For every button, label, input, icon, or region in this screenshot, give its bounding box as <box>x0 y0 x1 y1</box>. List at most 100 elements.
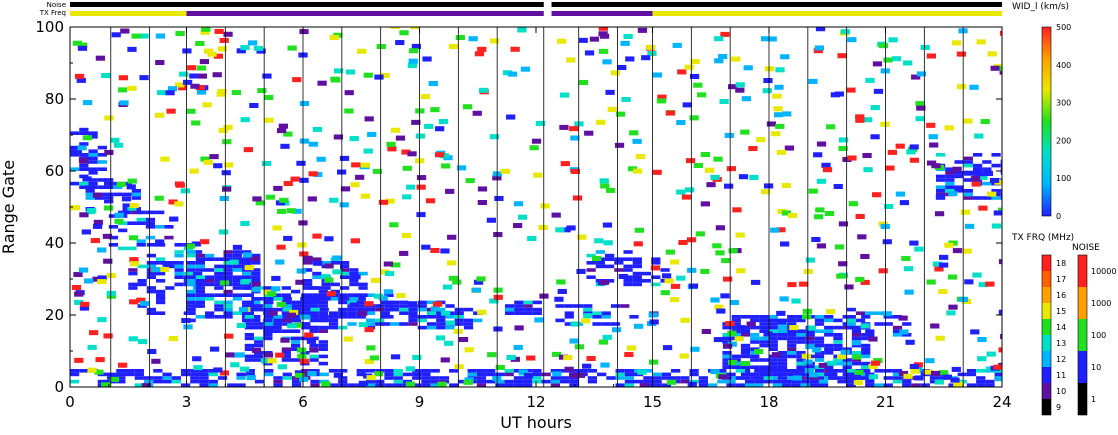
echo-scatter-cell <box>435 126 445 132</box>
echo-scatter-cell <box>572 195 583 201</box>
echo-cell <box>312 257 322 261</box>
echo-cell <box>339 261 350 265</box>
echo-scatter-cell <box>83 100 93 106</box>
echo-scatter-cell <box>535 120 546 126</box>
echo-cell <box>945 174 955 179</box>
echo-scatter-cell <box>435 335 446 341</box>
echo-cell <box>861 365 871 369</box>
echo-cell <box>587 369 598 373</box>
echo-cell <box>244 300 254 305</box>
echo-cell <box>272 325 282 330</box>
echo-cell <box>85 192 95 197</box>
echo-scatter-cell <box>860 253 870 259</box>
echo-scatter-cell <box>652 169 662 175</box>
echo-cell <box>833 340 843 344</box>
echo-cell <box>223 307 233 312</box>
wid-colorbar-tick-label: 200 <box>1056 136 1071 145</box>
echo-cell <box>318 361 328 366</box>
echo-scatter-cell <box>405 381 415 387</box>
echo-cell <box>375 369 385 373</box>
echo-cell <box>523 379 533 384</box>
echo-cell <box>750 315 760 319</box>
echo-cell <box>318 311 328 315</box>
echo-scatter-cell <box>316 156 326 162</box>
echo-scatter-cell <box>97 279 107 285</box>
echo-cell <box>339 268 350 272</box>
echo-scatter-cell <box>151 358 161 364</box>
echo-scatter-cell <box>617 65 627 71</box>
echo-cell <box>338 300 348 305</box>
echo-scatter-cell <box>261 160 272 166</box>
echo-scatter-cell <box>472 110 482 116</box>
echo-cell <box>273 307 283 312</box>
echo-scatter-cell <box>79 212 89 218</box>
echo-scatter-cell <box>128 336 138 342</box>
echo-scatter-cell <box>952 248 963 254</box>
echo-cell <box>814 329 825 333</box>
echo-scatter-cell <box>826 124 836 130</box>
echo-scatter-cell <box>977 356 987 362</box>
echo-cell <box>384 307 394 312</box>
echo-cell <box>680 379 690 384</box>
echo-cell <box>426 300 437 305</box>
echo-scatter-cell <box>771 131 781 137</box>
wid-colorbar-gradient <box>1041 26 1052 217</box>
echo-scatter-cell <box>776 227 786 233</box>
echo-cell <box>408 318 418 323</box>
echo-cell <box>223 311 233 315</box>
echo-cell <box>146 264 156 269</box>
echo-scatter-cell <box>815 27 826 32</box>
echo-cell <box>449 383 459 387</box>
echo-scatter-cell <box>513 201 524 207</box>
echo-scatter-cell <box>424 123 434 129</box>
echo-scatter-cell <box>139 33 149 39</box>
echo-scatter-cell <box>297 242 307 248</box>
echo-scatter-cell <box>168 336 178 342</box>
echo-cell <box>104 185 114 189</box>
echo-scatter-cell <box>121 196 132 202</box>
echo-cell <box>486 372 496 377</box>
echo-cell <box>722 361 732 366</box>
echo-scatter-cell <box>561 227 571 233</box>
echo-scatter-cell <box>948 191 958 197</box>
echo-scatter-cell <box>808 78 818 84</box>
echo-scatter-cell <box>808 188 818 194</box>
echo-scatter-cell <box>538 224 548 230</box>
echo-scatter-cell <box>473 279 484 285</box>
echo-scatter-cell <box>514 325 524 331</box>
echo-scatter-cell <box>240 45 250 51</box>
echo-scatter-cell <box>868 374 878 380</box>
echo-scatter-cell <box>763 183 774 189</box>
echo-scatter-cell <box>584 130 594 136</box>
echo-scatter-cell <box>669 297 680 303</box>
echo-cell <box>290 358 301 362</box>
echo-cell <box>583 304 593 308</box>
echo-scatter-cell <box>998 207 1002 213</box>
echo-cell <box>768 333 778 337</box>
echo-scatter-cell <box>722 343 733 349</box>
echo-scatter-cell <box>70 205 81 211</box>
echo-scatter-cell <box>363 148 373 154</box>
echo-cell <box>541 379 551 384</box>
echo-scatter-cell <box>847 155 857 161</box>
echo-cell <box>945 171 955 175</box>
echo-cell <box>824 365 834 369</box>
echo-cell <box>108 225 119 229</box>
echo-cell <box>79 185 89 189</box>
echo-scatter-cell <box>137 339 148 345</box>
echo-cell <box>945 185 955 189</box>
echo-cell <box>291 379 302 384</box>
echo-scatter-cell <box>773 106 783 112</box>
y-axis-title: Range Gate <box>0 160 18 254</box>
echo-cell <box>113 192 123 197</box>
echo-cell <box>321 297 331 301</box>
echo-cell <box>328 383 339 387</box>
echo-scatter-cell <box>253 45 264 51</box>
echo-cell <box>303 293 313 297</box>
echo-cell <box>632 264 642 269</box>
echo-scatter-cell <box>334 68 344 74</box>
echo-scatter-cell <box>506 355 516 361</box>
echo-scatter-cell <box>596 119 606 125</box>
echo-cell <box>137 279 147 283</box>
echo-cell <box>991 163 1001 168</box>
